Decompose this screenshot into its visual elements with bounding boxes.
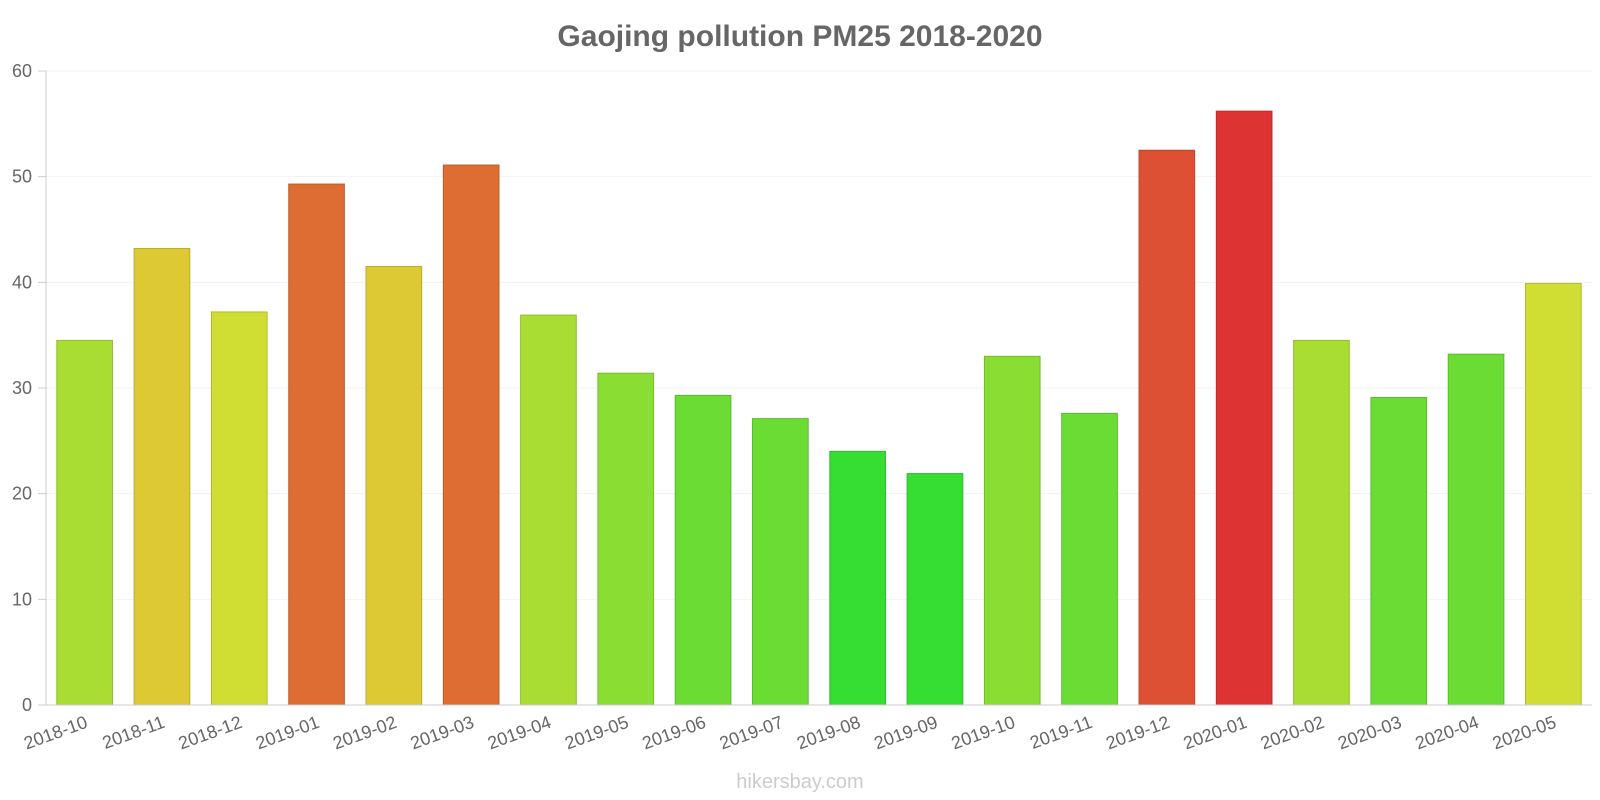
x-tick-label: 2019-12 bbox=[1103, 712, 1172, 753]
x-tick-label: 2019-10 bbox=[949, 712, 1018, 753]
chart-title: Gaojing pollution PM25 2018-2020 bbox=[557, 20, 1042, 53]
x-tick-label: 2019-06 bbox=[639, 712, 708, 753]
bars bbox=[56, 110, 1582, 706]
y-axis-ticks: 0 10 20 30 40 50 60 bbox=[12, 61, 46, 715]
x-axis-ticks: 2018-10 2018-11 2018-12 2019-01 2019-02 2019-… bbox=[21, 712, 1559, 753]
y-tick-label: 20 bbox=[12, 484, 32, 504]
bar-2018-11[interactable] bbox=[133, 248, 191, 706]
bar-2019-09[interactable] bbox=[906, 473, 964, 706]
bar-2020-01[interactable] bbox=[1215, 110, 1273, 706]
bar-2018-12[interactable] bbox=[210, 311, 268, 706]
x-tick-label: 2018-10 bbox=[21, 712, 90, 753]
x-tick-label: 2019-09 bbox=[871, 712, 940, 753]
bar-2019-08[interactable] bbox=[829, 450, 886, 706]
credit-text: hikersbay.com bbox=[736, 771, 863, 793]
bar-2019-02[interactable] bbox=[365, 265, 423, 706]
x-tick-label: 2020-04 bbox=[1412, 712, 1481, 753]
x-tick-label: 2019-01 bbox=[253, 712, 322, 753]
bar-2019-05[interactable] bbox=[597, 372, 655, 706]
x-tick-label: 2019-03 bbox=[408, 712, 477, 753]
bar-2019-10[interactable] bbox=[983, 355, 1041, 706]
x-tick-label: 2018-12 bbox=[176, 712, 245, 753]
x-tick-label: 2019-11 bbox=[1027, 712, 1095, 753]
x-tick-label: 2019-08 bbox=[794, 712, 863, 753]
x-tick-label: 2019-02 bbox=[330, 712, 399, 753]
bar-2019-07[interactable] bbox=[752, 418, 809, 706]
y-tick-label: 60 bbox=[12, 61, 32, 81]
bar-2020-03[interactable] bbox=[1370, 397, 1428, 706]
x-tick-label: 2019-07 bbox=[717, 712, 786, 753]
y-tick-label: 30 bbox=[12, 378, 32, 398]
x-tick-label: 2020-02 bbox=[1258, 712, 1327, 753]
y-tick-label: 50 bbox=[12, 167, 32, 187]
bar-2020-02[interactable] bbox=[1293, 339, 1350, 706]
x-tick-label: 2019-04 bbox=[485, 712, 554, 753]
bar-2020-04[interactable] bbox=[1447, 353, 1505, 706]
x-tick-label: 2020-01 bbox=[1181, 712, 1250, 753]
x-tick-label: 2018-11 bbox=[100, 712, 168, 753]
bar-2019-01[interactable] bbox=[288, 183, 345, 706]
bar-2020-05[interactable] bbox=[1525, 282, 1582, 706]
bar-2019-06[interactable] bbox=[674, 394, 732, 706]
y-tick-label: 10 bbox=[12, 589, 32, 609]
y-tick-label: 40 bbox=[12, 272, 32, 292]
gridlines bbox=[46, 70, 1592, 600]
x-tick-label: 2019-05 bbox=[562, 712, 631, 753]
y-tick-label: 0 bbox=[22, 695, 32, 715]
x-tick-label: 2020-05 bbox=[1490, 712, 1559, 753]
bar-2019-11[interactable] bbox=[1061, 412, 1118, 706]
bar-2019-12[interactable] bbox=[1138, 149, 1196, 706]
bar-2019-04[interactable] bbox=[520, 314, 577, 706]
bar-2018-10[interactable] bbox=[56, 339, 113, 706]
x-tick-label: 2020-03 bbox=[1335, 712, 1404, 753]
bar-2019-03[interactable] bbox=[442, 164, 500, 706]
